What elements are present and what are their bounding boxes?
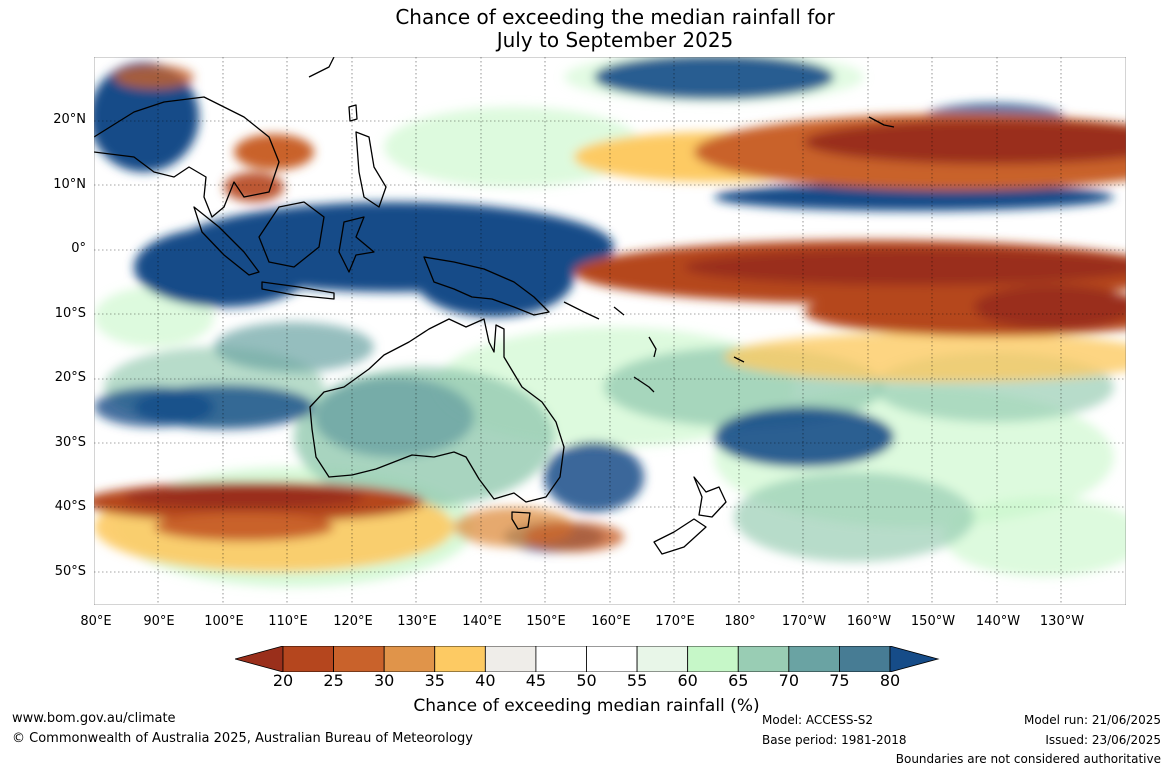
map-title-line2: July to September 2025 bbox=[496, 28, 734, 52]
lon-label-170w: 170°W bbox=[781, 614, 827, 629]
colorbar-cell bbox=[434, 646, 486, 672]
philippines-outline bbox=[355, 131, 387, 208]
lon-label-170e: 170°E bbox=[655, 614, 695, 629]
colorbar-tick-label: 30 bbox=[373, 671, 395, 690]
website-link[interactable]: www.bom.gov.au/climate bbox=[12, 711, 176, 726]
colorbar-cell bbox=[737, 646, 790, 672]
colorbar-tick-label: 20 bbox=[272, 671, 294, 690]
colorbar-tick-label: 55 bbox=[626, 671, 648, 690]
colorbar-tick-label: 35 bbox=[424, 671, 445, 690]
colorbar-tick-label: 25 bbox=[323, 671, 344, 690]
sulawesi-outline bbox=[338, 216, 375, 273]
lon-label-130e: 130°E bbox=[397, 614, 437, 629]
model-name: Model: ACCESS-S2 bbox=[762, 713, 874, 727]
issued-date: Issued: 23/06/2025 bbox=[1045, 733, 1161, 747]
copyright-text: © Commonwealth of Australia 2025, Austra… bbox=[12, 731, 473, 746]
borneo-outline bbox=[258, 201, 325, 268]
colorbar-label: Chance of exceeding median rainfall (%) bbox=[413, 696, 760, 716]
new-guinea-outline bbox=[423, 256, 550, 316]
colorbar-cell bbox=[586, 646, 638, 672]
colorbar-cell bbox=[788, 646, 840, 672]
lat-label-equator: 0° bbox=[71, 241, 86, 256]
taiwan-outline bbox=[348, 104, 358, 122]
nz-south-island-outline bbox=[653, 518, 707, 555]
colorbar-extend-high bbox=[889, 646, 940, 672]
colorbar-extend-low bbox=[235, 646, 284, 672]
boundaries-disclaimer: Boundaries are not considered authoritat… bbox=[895, 752, 1161, 766]
colorbar-tick-label: 70 bbox=[778, 671, 800, 690]
colorbar-cell bbox=[839, 646, 891, 672]
lon-label-160w: 160°W bbox=[846, 614, 892, 629]
lat-label-10n: 10°N bbox=[53, 177, 86, 192]
lon-label-180: 180° bbox=[724, 614, 756, 629]
sumatra-outline bbox=[193, 206, 260, 276]
model-run-date: Model run: 21/06/2025 bbox=[1023, 713, 1161, 727]
australia-outline bbox=[309, 318, 565, 503]
lon-label-120e: 120°E bbox=[333, 614, 373, 629]
coastlines bbox=[94, 57, 895, 555]
map-title-line1: Chance of exceeding the median rainfall … bbox=[395, 5, 835, 29]
lon-label-80e: 80°E bbox=[80, 614, 112, 629]
tasmania-outline bbox=[511, 511, 531, 530]
lon-label-150e: 150°E bbox=[526, 614, 566, 629]
colorbar-tick-label: 75 bbox=[829, 671, 850, 690]
colorbar-tick-label: 65 bbox=[728, 671, 749, 690]
colorbar-cell bbox=[636, 646, 689, 672]
lon-label-150w: 150°W bbox=[910, 614, 956, 629]
lat-label-20s: 20°S bbox=[54, 370, 86, 385]
base-period: Base period: 1981-2018 bbox=[762, 733, 907, 747]
lon-label-100e: 100°E bbox=[204, 614, 244, 629]
colorbar-cell bbox=[383, 646, 436, 672]
colorbar bbox=[235, 646, 940, 672]
lat-label-10s: 10°S bbox=[54, 306, 86, 321]
colorbar-cell bbox=[687, 646, 739, 672]
lon-label-110e: 110°E bbox=[268, 614, 308, 629]
graticule bbox=[94, 57, 1126, 605]
java-outline bbox=[261, 281, 335, 300]
lon-label-160e: 160°E bbox=[591, 614, 631, 629]
lon-label-140e: 140°E bbox=[462, 614, 502, 629]
colorbar-tick-label: 80 bbox=[879, 671, 901, 690]
colorbar-tick-label: 45 bbox=[525, 671, 547, 690]
se-asia-outline bbox=[94, 96, 280, 218]
rainfall-outlook-map bbox=[94, 57, 1126, 605]
lat-label-50s: 50°S bbox=[54, 564, 86, 579]
lon-label-90e: 90°E bbox=[143, 614, 175, 629]
rainfall-field bbox=[94, 57, 1126, 587]
colorbar-tick-label: 40 bbox=[475, 671, 496, 690]
lat-label-30s: 30°S bbox=[54, 435, 86, 450]
lon-label-130w: 130°W bbox=[1039, 614, 1085, 629]
lat-label-40s: 40°S bbox=[54, 499, 86, 514]
colorbar-tick-label: 60 bbox=[677, 671, 698, 690]
colorbar-cell bbox=[282, 646, 334, 672]
lat-label-20n: 20°N bbox=[53, 112, 86, 127]
colorbar-cell bbox=[333, 646, 385, 672]
colorbar-cell bbox=[535, 646, 587, 672]
nz-north-island-outline bbox=[693, 476, 727, 518]
colorbar-cell bbox=[484, 646, 537, 672]
lon-label-140w: 140°W bbox=[975, 614, 1021, 629]
colorbar-tick-label: 50 bbox=[576, 671, 597, 690]
